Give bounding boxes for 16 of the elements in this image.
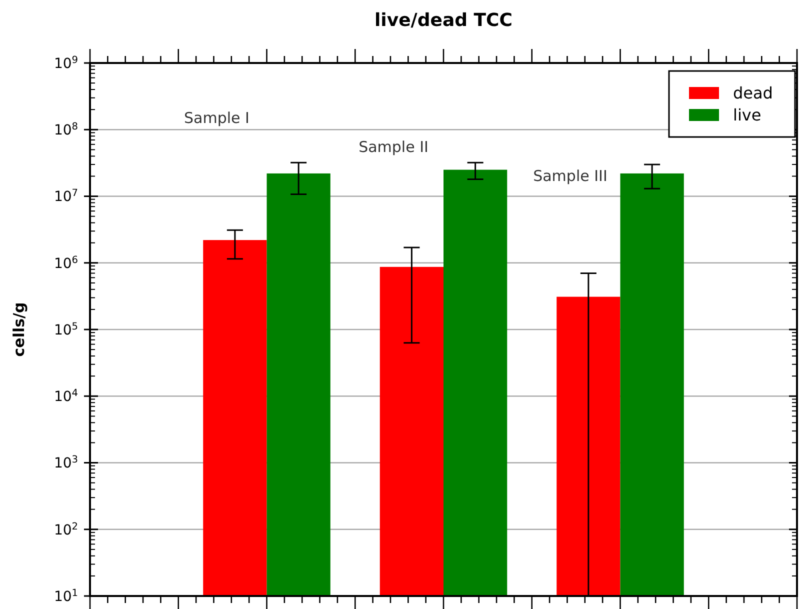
y-axis-title: cells/g <box>10 302 28 357</box>
y-tick-label: 10$^{7}$ <box>54 188 78 206</box>
y-tick-label: 10$^{6}$ <box>54 254 78 272</box>
y-tick-label: 10$^{9}$ <box>54 54 78 72</box>
legend-label: dead <box>733 84 773 103</box>
chart-title: live/dead TCC <box>374 10 512 31</box>
y-tick-label: 10$^{1}$ <box>54 587 78 605</box>
y-tick-label: 10$^{8}$ <box>54 121 78 139</box>
y-tick-label: 10$^{5}$ <box>54 320 78 338</box>
y-tick-label: 10$^{4}$ <box>54 388 78 406</box>
y-tick-label: 10$^{3}$ <box>54 454 78 472</box>
y-tick-label: 10$^{2}$ <box>54 520 78 538</box>
legend-label: live <box>733 106 762 125</box>
annotation: Sample II <box>358 138 428 156</box>
annotation: Sample I <box>184 109 250 127</box>
annotation: Sample III <box>533 167 608 185</box>
